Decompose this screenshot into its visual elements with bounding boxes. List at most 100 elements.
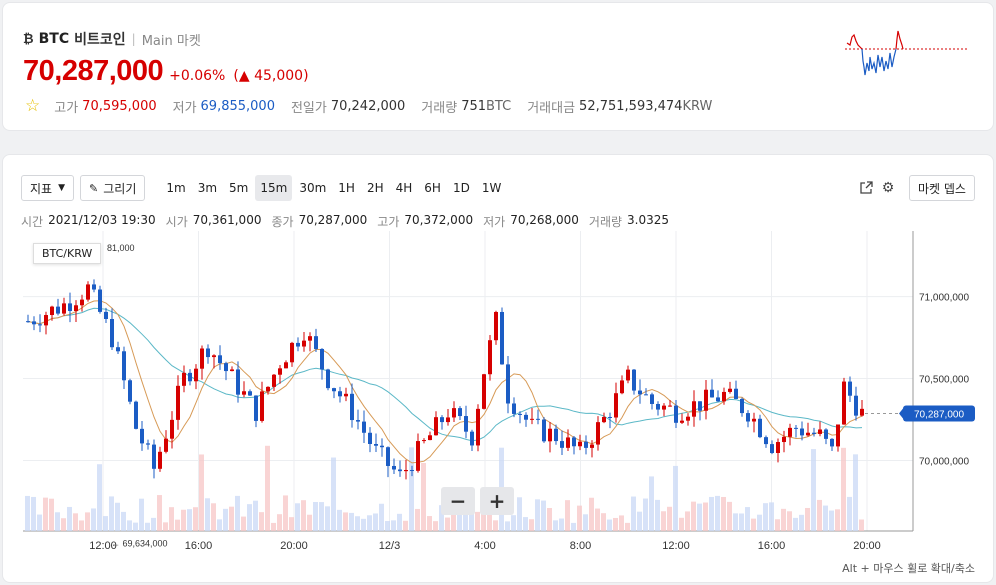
- candle-body: [566, 437, 570, 448]
- volume-bar: [691, 501, 696, 531]
- gear-icon[interactable]: ⚙: [881, 180, 895, 196]
- candle-body: [536, 418, 540, 420]
- candle-body: [344, 393, 348, 397]
- candle-body: [164, 438, 168, 452]
- candle-body: [332, 388, 336, 392]
- candle-body: [650, 394, 654, 404]
- interval-1h[interactable]: 1H: [338, 181, 355, 195]
- volume-bar: [109, 496, 114, 531]
- volume-bar: [757, 514, 762, 531]
- volume-bar: [481, 502, 486, 531]
- volume-bar: [355, 516, 360, 531]
- candle-body: [560, 441, 564, 448]
- interval-1m[interactable]: 1m: [166, 181, 186, 195]
- candle-body: [326, 369, 330, 389]
- candle-body: [182, 372, 186, 386]
- interval-15m[interactable]: 15m: [255, 175, 293, 201]
- volume-bar: [85, 512, 90, 531]
- candle-body: [380, 445, 384, 448]
- x-tick-label: 20:00: [280, 540, 308, 552]
- candle-body: [494, 311, 498, 341]
- candle-body: [794, 427, 798, 429]
- interval-3m[interactable]: 3m: [197, 181, 218, 195]
- volume-bar: [283, 495, 288, 531]
- max-price-marker: 81,000: [107, 243, 135, 253]
- high-label: 고가: [54, 101, 79, 116]
- candle-body: [374, 444, 378, 446]
- candle-body: [548, 428, 552, 442]
- volume-bar: [211, 503, 216, 531]
- ohlc-open-label: 시가: [165, 215, 188, 229]
- indicator-button[interactable]: 지표 ▼: [21, 175, 75, 201]
- volume-bar: [607, 519, 612, 531]
- zoom-in-button[interactable]: +: [480, 487, 514, 515]
- ohlc-readout: 시간 2021/12/03 19:30 시가 70,361,000 종가 70,…: [21, 213, 679, 230]
- ohlc-time: 2021/12/03 19:30: [48, 213, 156, 227]
- draw-button[interactable]: ✎ 그리기: [80, 175, 146, 201]
- ohlc-high: 70,372,000: [404, 213, 474, 227]
- interval-1w[interactable]: 1W: [481, 181, 502, 195]
- candle-body: [698, 401, 702, 411]
- volume-bar: [493, 520, 498, 531]
- volume-bar: [733, 513, 738, 531]
- candle-body: [800, 428, 804, 436]
- candle-body: [614, 393, 618, 418]
- interval-2h[interactable]: 2H: [366, 181, 384, 195]
- volume-bar: [763, 503, 768, 531]
- volume-bar: [685, 511, 690, 531]
- favorite-star-icon[interactable]: ☆: [25, 96, 41, 116]
- interval-30m[interactable]: 30m: [299, 181, 327, 195]
- triangle-up-icon: ▲: [238, 68, 250, 84]
- volume-bar: [277, 514, 282, 531]
- candle-body: [170, 419, 174, 439]
- volume-bar: [769, 502, 774, 531]
- volume-bar: [391, 520, 396, 531]
- current-price-label: 70,287,000: [914, 409, 964, 420]
- volume-bar: [835, 509, 840, 531]
- candle-body: [860, 408, 864, 416]
- candle-body: [668, 405, 672, 407]
- zoom-hint: Alt + 마우스 휠로 확대/축소: [842, 562, 975, 575]
- zoom-out-button[interactable]: −: [441, 487, 475, 515]
- interval-4h[interactable]: 4H: [395, 181, 413, 195]
- volume-bar: [667, 506, 672, 531]
- chart-tools-right: ⚙: [855, 175, 899, 201]
- candle-body: [542, 419, 546, 442]
- candle-body: [272, 374, 276, 387]
- candle-body: [338, 391, 342, 397]
- interval-5m[interactable]: 5m: [229, 181, 249, 195]
- volume-bar: [547, 508, 552, 531]
- candle-body: [86, 284, 90, 300]
- volume-bar: [127, 520, 132, 531]
- volume-bar: [553, 520, 558, 531]
- interval-1d[interactable]: 1D: [452, 181, 470, 195]
- candle-body: [482, 374, 486, 409]
- volume-bar: [403, 520, 408, 531]
- ticker-symbol: BTC: [38, 31, 70, 47]
- external-link-icon[interactable]: [855, 175, 877, 201]
- volume-bar: [661, 511, 666, 531]
- candle-body: [128, 380, 132, 402]
- candle-body: [674, 405, 678, 423]
- candlestick-chart[interactable]: 70,287,000 71,000,000 70,500,000 70,000,000…: [23, 231, 993, 561]
- pair-legend: BTC/KRW: [33, 243, 102, 264]
- x-tick-label: 8:00: [570, 540, 591, 552]
- interval-6h[interactable]: 6H: [424, 181, 441, 195]
- candle-body: [632, 369, 636, 391]
- market-depth-button[interactable]: 마켓 뎁스: [909, 175, 975, 201]
- volume-bar: [601, 513, 606, 531]
- volume-bar: [331, 457, 336, 531]
- volume-bar: [367, 515, 372, 531]
- candle-body: [188, 372, 192, 382]
- volume-bar: [79, 520, 84, 531]
- candle-body: [224, 363, 228, 372]
- volume-bar: [313, 501, 318, 531]
- volume-bar: [439, 505, 444, 531]
- candle-body: [218, 355, 222, 364]
- candle-body: [638, 390, 642, 395]
- ohlc-close-label: 종가: [271, 215, 294, 229]
- volume-bar: [775, 519, 780, 531]
- ohlc-time-label: 시간: [21, 215, 44, 229]
- candle-body: [644, 394, 648, 396]
- candle-body: [356, 420, 360, 422]
